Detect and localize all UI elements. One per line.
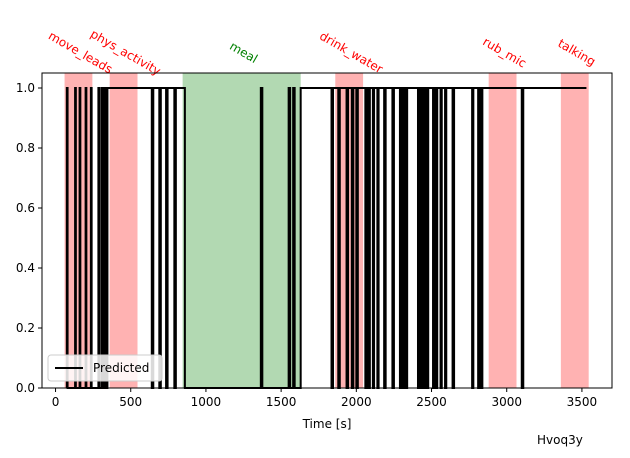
y-tick-label: 1.0 (16, 81, 35, 95)
x-tick-label: 2500 (416, 395, 447, 409)
x-tick-label: 3000 (491, 395, 522, 409)
y-tick-label: 0.8 (16, 141, 35, 155)
x-tick-label: 1000 (191, 395, 222, 409)
activity-bands (64, 73, 589, 388)
plot-frame (41, 72, 613, 389)
y-tick-label: 0.0 (16, 381, 35, 395)
activity-band-label-drink-water: drink_water (317, 29, 385, 76)
subject-id-annotation: Hvoq3y (537, 433, 583, 447)
activity-band-label-talking: talking (556, 36, 598, 69)
x-axis-ticks: 0 500 1000 1500 2000 2500 3000 3500 (52, 388, 597, 409)
activity-band-rub-mic (488, 73, 517, 388)
activity-band-label-meal: meal (227, 39, 260, 66)
x-axis-label: Time [s] (302, 417, 352, 431)
x-tick-label: 2000 (341, 395, 372, 409)
y-tick-label: 0.4 (16, 261, 35, 275)
legend: Predicted (47, 354, 163, 382)
activity-band-move-leads (64, 73, 93, 388)
x-tick-label: 0 (52, 395, 60, 409)
series-line-predicted (65, 87, 587, 389)
legend-entry-predicted: Predicted (93, 361, 149, 375)
y-tick-label: 0.2 (16, 321, 35, 335)
activity-band-label-rub-mic: rub_mic (480, 35, 528, 71)
series-layer (65, 87, 587, 389)
x-tick-label: 3500 (567, 395, 598, 409)
y-axis-ticks: 0.0 0.2 0.4 0.6 0.8 1.0 (16, 81, 42, 395)
legend-box (47, 354, 163, 382)
activity-band-phys-activity (109, 73, 138, 388)
y-tick-label: 0.6 (16, 201, 35, 215)
activity-band-talking (560, 73, 589, 388)
x-tick-label: 500 (119, 395, 142, 409)
x-tick-label: 1500 (266, 395, 297, 409)
activity-band-meal (182, 73, 301, 388)
